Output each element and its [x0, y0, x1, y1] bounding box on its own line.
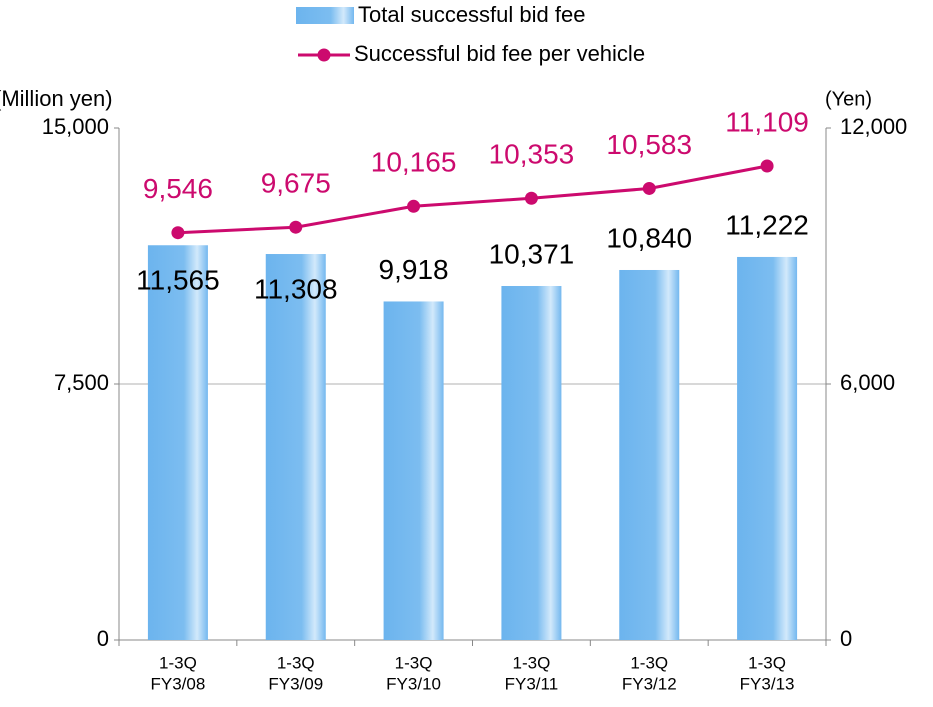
y2-tick-label: 6,000 — [840, 370, 895, 395]
legend-label: Successful bid fee per vehicle — [354, 41, 645, 66]
line-value-label: 9,675 — [261, 168, 331, 199]
y-tick-label: 7,500 — [54, 370, 109, 395]
y2-tick-label: 0 — [840, 626, 852, 651]
x-tick-label: FY3/11 — [505, 674, 559, 693]
legend-swatch — [317, 48, 331, 62]
bar-value-label: 9,918 — [379, 254, 449, 285]
bar — [265, 254, 326, 640]
x-tick-label: FY3/12 — [622, 674, 677, 693]
y-tick-label: 0 — [97, 626, 109, 651]
line-point — [524, 191, 538, 205]
bar-value-label: 11,565 — [136, 265, 220, 296]
x-tick-label: FY3/08 — [151, 674, 206, 693]
legend-swatch — [296, 7, 354, 24]
line-value-label: 11,109 — [725, 106, 809, 137]
bar — [619, 269, 680, 640]
x-tick-label: 1-3Q — [630, 653, 668, 672]
line-value-label: 10,353 — [489, 139, 575, 170]
bar-value-label: 10,371 — [489, 238, 575, 269]
y2-tick-label: 12,000 — [840, 114, 907, 139]
bar — [501, 286, 562, 640]
bar-value-label: 11,222 — [725, 209, 809, 240]
x-tick-label: 1-3Q — [395, 653, 433, 672]
line-point — [289, 220, 303, 234]
line-value-label: 10,165 — [371, 147, 457, 178]
line-value-label: 9,546 — [143, 173, 213, 204]
line-point — [642, 181, 656, 195]
x-tick-label: 1-3Q — [748, 653, 786, 672]
y-tick-label: 15,000 — [42, 114, 109, 139]
bar — [737, 256, 798, 640]
legend-label: Total successful bid fee — [358, 2, 585, 27]
x-tick-label: 1-3Q — [159, 653, 197, 672]
line-point — [171, 226, 185, 240]
x-tick-label: 1-3Q — [513, 653, 551, 672]
line-point — [760, 159, 774, 173]
line-value-label: 10,583 — [606, 129, 692, 160]
bar — [383, 301, 444, 640]
bar-value-label: 11,308 — [254, 273, 338, 304]
y-axis-label: (Million yen) — [0, 86, 113, 111]
bar — [147, 245, 208, 641]
x-tick-label: FY3/09 — [268, 674, 323, 693]
y2-axis-label: (Yen) — [825, 88, 872, 110]
line — [177, 164, 768, 235]
line-point — [407, 199, 421, 213]
x-tick-label: FY3/10 — [386, 674, 441, 693]
bar-value-label: 10,840 — [606, 222, 692, 253]
x-tick-label: 1-3Q — [277, 653, 315, 672]
x-tick-label: FY3/13 — [740, 674, 795, 693]
